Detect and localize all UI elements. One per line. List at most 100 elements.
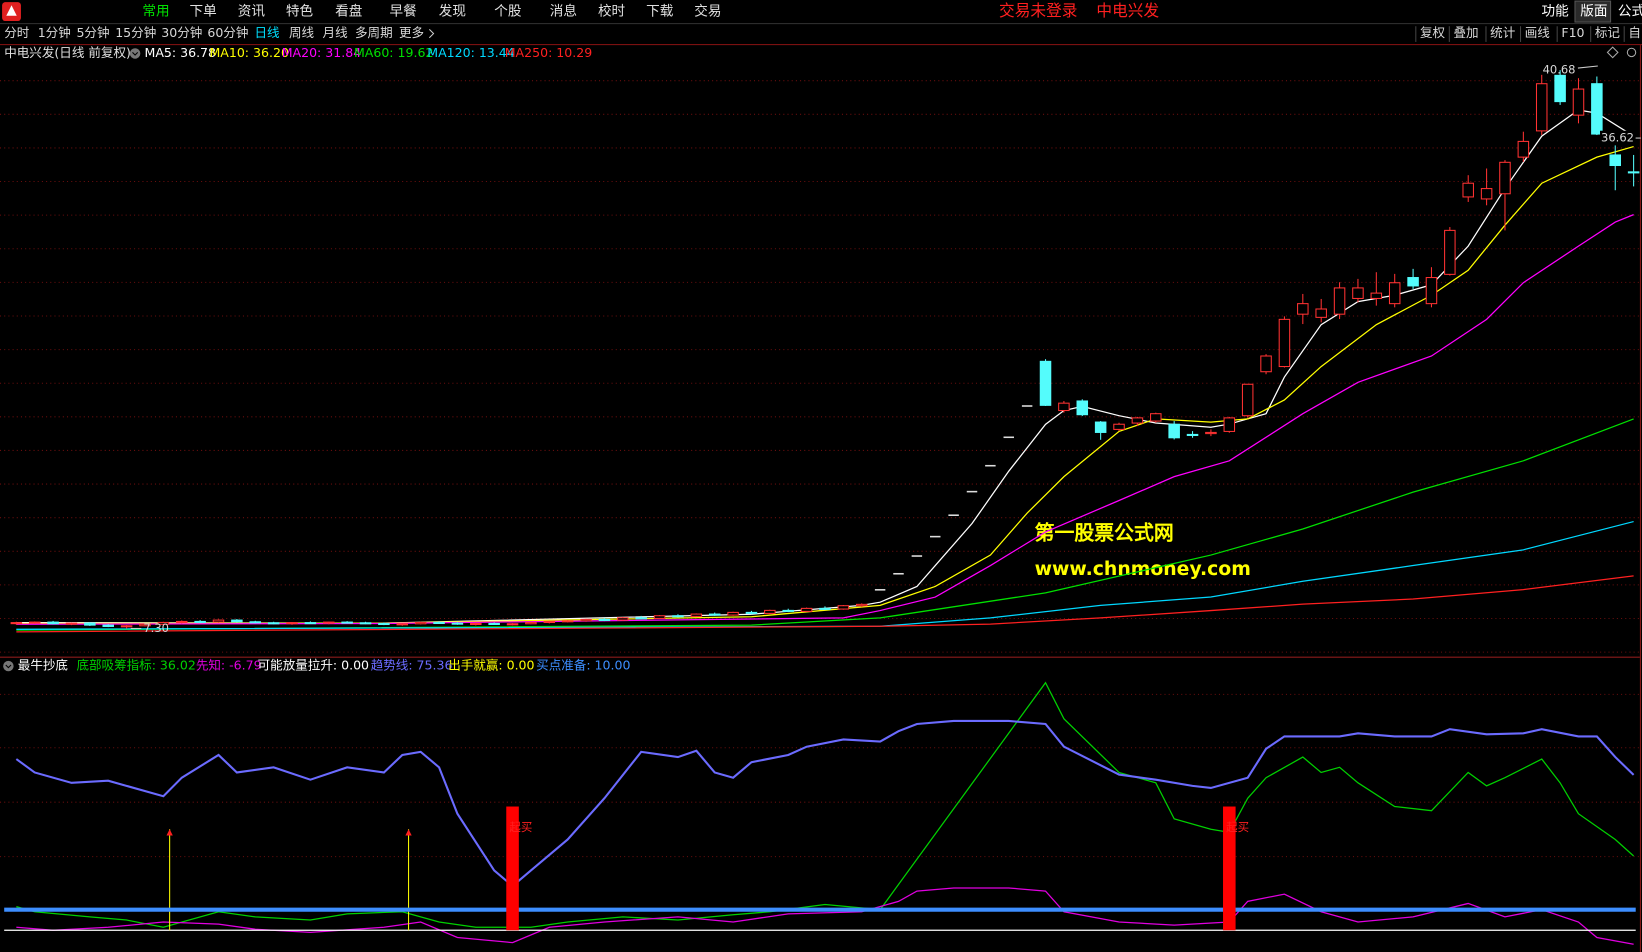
menu-item[interactable]: 个股: [494, 4, 522, 20]
menu-item[interactable]: 常用: [142, 4, 169, 20]
candle-body: [433, 621, 445, 625]
period-tab[interactable]: 分时: [4, 25, 30, 40]
indicator-line: [16, 681, 1635, 928]
period-tab[interactable]: 多周期: [355, 25, 393, 40]
candle-body: [139, 623, 151, 627]
watermark-title: 第一股票公式网: [1035, 522, 1174, 545]
candle-body: [1444, 229, 1456, 275]
candle-body: [1352, 287, 1364, 299]
menu-button[interactable]: 公式: [1618, 4, 1642, 20]
period-tab[interactable]: 月线: [323, 25, 349, 40]
indicator-legend: 趋势线: 75.36: [371, 658, 453, 673]
ma-line: [16, 520, 1634, 630]
candle-body: [157, 621, 170, 625]
indicator-line: [15, 719, 1635, 888]
candle-body: [1278, 318, 1291, 368]
candle-body: [543, 620, 556, 624]
candle-body: [635, 617, 647, 620]
tool-button[interactable]: F10: [1561, 25, 1584, 40]
indicator-title: 最牛抄底: [18, 658, 69, 673]
candle-body: [323, 621, 335, 624]
tool-button[interactable]: 自: [1628, 25, 1641, 40]
buy-signal-label: 起买: [509, 820, 532, 834]
menu-item[interactable]: 校时: [598, 3, 626, 20]
menu-button[interactable]: 版面: [1580, 4, 1607, 20]
tool-button[interactable]: 叠加: [1454, 25, 1479, 40]
more-chevron: [428, 29, 435, 39]
candle-body: [708, 613, 721, 616]
candle-body: [414, 621, 427, 625]
period-tab[interactable]: 更多: [399, 25, 424, 40]
candle-body: [120, 625, 133, 628]
login-status: 交易未登录: [999, 1, 1077, 20]
annotation-arrow: [1577, 65, 1598, 69]
candle-body: [525, 621, 537, 625]
indicator-legend: 出手就赢: 0.00: [448, 658, 534, 673]
candle-body: [359, 622, 372, 625]
period-tab[interactable]: 60分钟: [207, 25, 248, 40]
ma-legend: MA10: 36.20: [209, 45, 289, 60]
period-tab[interactable]: 30分钟: [161, 25, 202, 40]
tool-button[interactable]: 复权: [1420, 25, 1446, 40]
candle-body: [1627, 171, 1640, 174]
candle-body: [451, 622, 464, 625]
candle-body: [1370, 292, 1383, 299]
menu-item[interactable]: 特色: [286, 3, 314, 20]
candle-body: [1407, 277, 1419, 287]
menu-item[interactable]: 消息: [550, 3, 577, 20]
menu-item[interactable]: 下单: [190, 4, 217, 20]
menu-item[interactable]: 发现: [439, 4, 466, 20]
tool-button[interactable]: 画线: [1525, 25, 1551, 40]
candle-body: [249, 621, 262, 624]
candle-body: [1591, 83, 1603, 135]
period-tab[interactable]: 5分钟: [76, 25, 109, 40]
candle-body: [837, 605, 850, 610]
candle-body: [819, 607, 831, 610]
period-tab[interactable]: 日线: [254, 25, 280, 40]
indicator-legend: 先知: -6.79: [196, 658, 262, 673]
ma-legend: MA60: 19.62: [354, 45, 434, 60]
period-tab[interactable]: 1分钟: [38, 25, 71, 40]
menu-item[interactable]: 下载: [646, 4, 674, 20]
candle-body: [84, 622, 96, 626]
menu-item[interactable]: 看盘: [335, 3, 362, 20]
tool-button[interactable]: 标记: [1595, 25, 1621, 40]
period-tab[interactable]: 周线: [289, 25, 315, 40]
indicator-legend: 可能放量拉升: 0.00: [258, 658, 369, 673]
candle-body: [1609, 154, 1622, 167]
dropdown-icon[interactable]: [3, 660, 14, 672]
candle-body: [1039, 360, 1052, 406]
tool-button[interactable]: 统计: [1490, 25, 1516, 40]
menu-item[interactable]: 早餐: [390, 4, 418, 20]
arrow-head: [405, 829, 412, 836]
candle-body: [1572, 88, 1585, 116]
menu-item[interactable]: 资讯: [238, 4, 266, 20]
candle-body: [28, 621, 41, 624]
indicator-line: [16, 887, 1634, 945]
candle-body: [286, 622, 298, 625]
period-tab[interactable]: 15分钟: [115, 25, 156, 40]
candle-body: [1241, 383, 1254, 417]
menu-item[interactable]: 交易: [694, 3, 721, 20]
candle-body: [194, 620, 206, 624]
candle-body: [580, 618, 592, 622]
watermark-url: www.chnmoney.com: [1035, 559, 1251, 580]
candle-body: [102, 624, 114, 627]
settings-icon[interactable]: [1626, 47, 1637, 58]
candle-body: [1076, 400, 1089, 416]
price-annotation: 36.62: [1601, 131, 1634, 145]
price-tag-bg: [1600, 130, 1636, 146]
candle-body: [1535, 83, 1548, 132]
dropdown-icon[interactable]: [129, 48, 141, 59]
ma-line: [16, 418, 1634, 631]
candle-body: [1205, 431, 1217, 435]
menu-button[interactable]: 功能: [1541, 4, 1569, 20]
ma-line: [16, 575, 1634, 633]
price-annotation: 40.68: [1543, 63, 1576, 77]
candle-body: [800, 607, 813, 612]
diamond-icon[interactable]: [1606, 46, 1619, 59]
buy-signal-bar: [506, 806, 519, 931]
candle-body: [1150, 413, 1162, 422]
logo-mark: [6, 5, 17, 16]
